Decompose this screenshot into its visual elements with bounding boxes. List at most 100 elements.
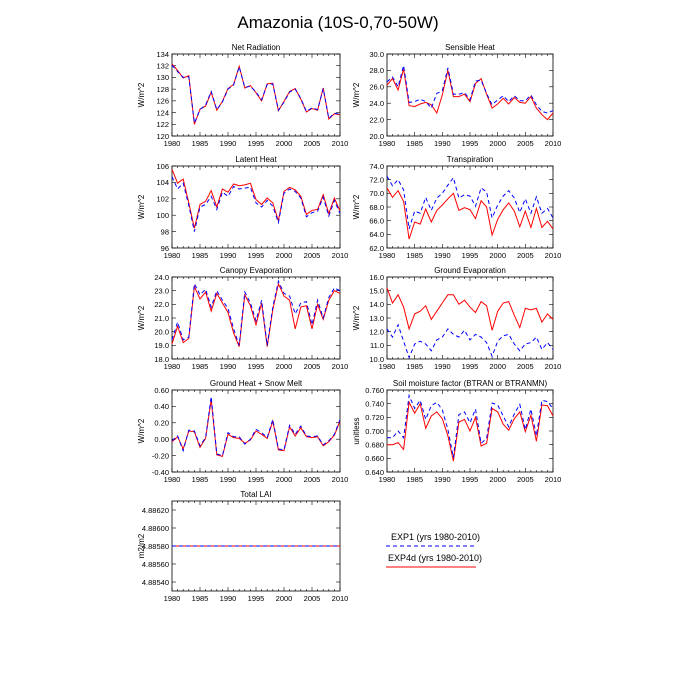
- x-tick-label: 1980: [379, 475, 396, 484]
- x-tick-label: 2000: [489, 251, 506, 260]
- y-tick-label: 23.0: [154, 286, 169, 295]
- x-tick-label: 2000: [276, 475, 293, 484]
- y-tick-label: 4.88560: [142, 560, 169, 569]
- y-tick-label: 128: [156, 85, 169, 94]
- panel-title: Total LAI: [240, 490, 271, 499]
- y-tick-label: 20.0: [154, 327, 169, 336]
- x-tick-label: 1995: [462, 475, 479, 484]
- x-tick-label: 2005: [304, 475, 321, 484]
- y-tick-label: 0.20: [154, 419, 169, 428]
- x-tick-label: 2010: [332, 475, 349, 484]
- y-axis-label: unitless: [352, 417, 361, 444]
- y-tick-label: 26.0: [369, 83, 384, 92]
- series-line-exp4d: [171, 63, 341, 125]
- x-tick-label: 2005: [517, 139, 534, 148]
- x-tick-label: 1985: [192, 139, 209, 148]
- y-tick-label: 24.0: [154, 273, 169, 282]
- x-tick-label: 2000: [276, 251, 293, 260]
- legend: EXP1 (yrs 1980-2010) EXP4d (yrs 1980-201…: [386, 532, 482, 568]
- panel-frame: [171, 53, 341, 137]
- x-tick-label: 1995: [462, 362, 479, 371]
- x-tick-label: 1980: [164, 139, 181, 148]
- panel-5: Ground Evaporation W/m^2 1980 1985 1990 1995 2…: [352, 266, 561, 371]
- y-tick-label: 22.0: [154, 300, 169, 309]
- y-axis-label: W/m^2: [352, 82, 361, 107]
- y-tick-label: 4.88580: [142, 542, 169, 551]
- y-tick-label: 126: [156, 97, 169, 106]
- y-tick-label: 15.0: [369, 286, 384, 295]
- y-tick-label: 106: [156, 162, 169, 171]
- x-tick-label: 1980: [164, 594, 181, 603]
- x-tick-label: 1985: [192, 594, 209, 603]
- y-tick-label: 4.88540: [142, 578, 169, 587]
- y-tick-label: 62.0: [369, 244, 384, 253]
- x-tick-label: 2005: [517, 362, 534, 371]
- series-line-exp1: [387, 393, 554, 458]
- x-tick-label: 2010: [332, 594, 349, 603]
- series-line-exp4d: [171, 169, 341, 229]
- panel-frame: [386, 276, 554, 360]
- x-tick-label: 1980: [164, 251, 181, 260]
- x-tick-label: 1985: [406, 251, 423, 260]
- y-tick-label: 12.0: [369, 327, 384, 336]
- x-tick-label: 1985: [192, 362, 209, 371]
- series-line-exp4d: [386, 187, 554, 240]
- series-line-exp4d: [386, 68, 554, 121]
- panel-7: Soil moisture factor (BTRAN or BTRANMN) u…: [352, 379, 561, 484]
- panel-4: Canopy Evaporation W/m^2 1980 1985 1990 1995 2…: [137, 266, 348, 371]
- y-tick-label: 19.0: [154, 341, 169, 350]
- x-tick-label: 2010: [545, 251, 562, 260]
- x-tick-label: 2010: [332, 139, 349, 148]
- y-tick-label: 74.0: [369, 162, 384, 171]
- y-tick-label: 120: [156, 132, 169, 141]
- panel-0: Net Radiation W/m^2 1980 1985 1990 1995 2000 20…: [137, 43, 348, 148]
- y-tick-label: 0.720: [365, 413, 384, 422]
- y-tick-label: 10.0: [369, 355, 384, 364]
- x-tick-label: 1985: [406, 475, 423, 484]
- x-tick-label: 2010: [545, 362, 562, 371]
- series-line-exp4d: [171, 399, 341, 458]
- panel-1: Sensible Heat W/m^2 1980 1985 1990 1995 2000 20…: [352, 43, 561, 148]
- x-tick-label: 1985: [192, 251, 209, 260]
- x-tick-label: 1990: [220, 475, 237, 484]
- y-tick-label: 14.0: [369, 300, 384, 309]
- x-tick-label: 2010: [545, 139, 562, 148]
- x-tick-label: 1985: [192, 475, 209, 484]
- y-axis-label: W/m^2: [137, 418, 146, 443]
- y-tick-label: 18.0: [154, 355, 169, 364]
- y-tick-label: 68.0: [369, 203, 384, 212]
- x-tick-label: 2005: [517, 251, 534, 260]
- x-tick-label: 2000: [489, 475, 506, 484]
- x-tick-label: 1995: [462, 139, 479, 148]
- y-tick-label: 0.660: [365, 454, 384, 463]
- y-tick-label: 20.0: [369, 132, 384, 141]
- panels-group: Net Radiation W/m^2 1980 1985 1990 1995 2000 20…: [137, 43, 561, 603]
- x-tick-label: 2005: [304, 251, 321, 260]
- y-tick-label: 96: [161, 244, 169, 253]
- x-tick-label: 1990: [434, 139, 451, 148]
- y-tick-label: 70.0: [369, 189, 384, 198]
- y-tick-label: 104: [156, 178, 169, 187]
- x-tick-label: 1990: [220, 594, 237, 603]
- x-tick-label: 1995: [248, 139, 265, 148]
- x-tick-label: 1995: [248, 251, 265, 260]
- y-tick-label: 100: [156, 211, 169, 220]
- y-tick-label: 130: [156, 73, 169, 82]
- panel-title: Sensible Heat: [445, 43, 496, 52]
- series-line-exp1: [386, 65, 554, 114]
- x-tick-label: 1990: [434, 251, 451, 260]
- panel-frame: [171, 165, 341, 249]
- y-tick-label: 124: [156, 108, 169, 117]
- y-tick-label: -0.40: [152, 468, 169, 477]
- x-tick-label: 2010: [545, 475, 562, 484]
- y-tick-label: 28.0: [369, 66, 384, 75]
- series-line-exp1: [171, 64, 341, 126]
- y-axis-label: W/m^2: [352, 194, 361, 219]
- y-tick-label: 102: [156, 195, 169, 204]
- series-line-exp4d: [386, 287, 554, 331]
- panel-title: Net Radiation: [232, 43, 280, 52]
- y-tick-label: 13.0: [369, 314, 384, 323]
- y-tick-label: 0.700: [365, 427, 384, 436]
- y-tick-label: 4.88600: [142, 524, 169, 533]
